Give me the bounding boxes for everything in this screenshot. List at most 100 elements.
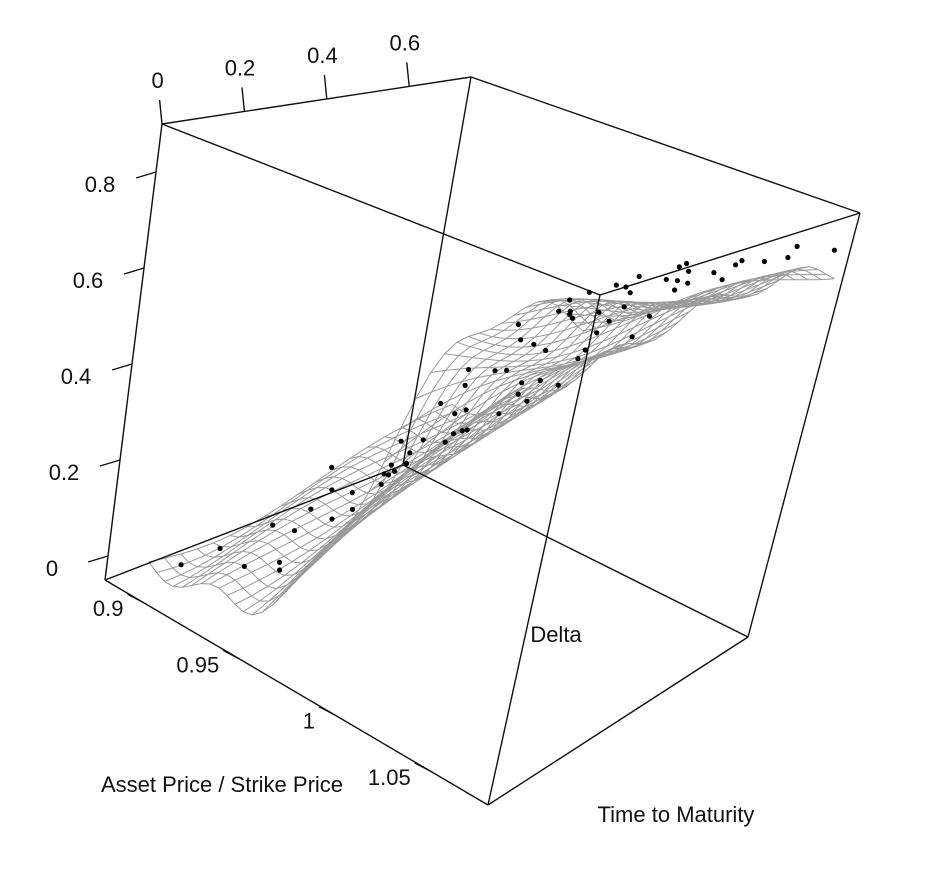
data-point — [556, 308, 562, 314]
data-point — [646, 313, 653, 319]
box-edge — [487, 636, 749, 806]
y-axis-title: Time to Maturity — [598, 802, 755, 827]
data-point — [217, 545, 223, 552]
box-edge — [487, 294, 601, 806]
box-edge — [747, 212, 861, 638]
data-point — [555, 382, 561, 388]
data-point — [623, 284, 629, 290]
z-axis-tick-mark — [87, 555, 109, 563]
data-point — [686, 268, 692, 274]
data-point — [381, 471, 387, 477]
surface-grid-line-x — [444, 295, 712, 362]
x-axis-tick-label: 0.95 — [176, 652, 219, 677]
y-axis-tick-label: 0.2 — [225, 55, 256, 80]
data-point — [674, 278, 681, 284]
box-edge — [402, 76, 472, 466]
surface-grid-line-x — [415, 310, 690, 399]
surface-grid-line-x — [226, 387, 533, 596]
data-point — [596, 309, 602, 315]
data-point — [492, 368, 498, 374]
surface-grid-line-x — [148, 404, 453, 563]
data-point — [329, 487, 335, 493]
surface-grid-line-x — [582, 278, 835, 332]
data-point — [462, 382, 468, 388]
data-points — [178, 243, 838, 573]
data-point — [711, 270, 717, 276]
axis-titles: Asset Price / Strike Price Time to Matur… — [101, 622, 754, 827]
fitted-surface-mesh — [148, 266, 835, 616]
data-point — [621, 304, 627, 310]
data-point — [178, 562, 184, 568]
data-point — [685, 280, 691, 286]
x-axis-tick-label: 1.05 — [368, 765, 411, 790]
box-edge — [470, 76, 861, 214]
surface-grid-line-x — [430, 301, 701, 373]
z-axis-tick-label: 0 — [46, 556, 58, 581]
data-point — [785, 254, 791, 261]
data-point — [277, 567, 283, 573]
data-point — [594, 330, 600, 336]
z-axis-tick-label: 0.8 — [85, 172, 116, 197]
data-point — [794, 243, 800, 249]
data-point — [543, 347, 549, 353]
surface-grid-line-x — [329, 343, 629, 550]
data-point — [420, 437, 426, 443]
surface-grid-line-x — [573, 273, 827, 324]
data-point — [378, 481, 384, 487]
bounding-box — [104, 76, 861, 806]
data-point — [452, 411, 458, 417]
data-point — [291, 528, 298, 534]
data-point — [518, 337, 524, 343]
x-axis-tick-mark — [127, 593, 144, 604]
surface-grid-line-x — [251, 389, 558, 616]
data-point — [627, 290, 633, 296]
data-point — [349, 506, 356, 512]
surface-grid-line-x — [156, 409, 460, 574]
data-point — [582, 347, 588, 353]
data-point — [515, 391, 521, 397]
data-point — [403, 460, 410, 467]
data-point — [276, 559, 283, 565]
data-point — [537, 377, 543, 384]
data-point — [496, 411, 502, 417]
data-point — [465, 366, 472, 373]
data-point — [733, 262, 739, 268]
data-point — [464, 427, 470, 433]
data-point — [388, 462, 394, 468]
box-edge — [104, 464, 404, 581]
z-axis-tick-mark — [123, 267, 145, 275]
data-point — [531, 341, 537, 347]
x-axis-tick-mark — [414, 762, 431, 772]
data-point — [684, 260, 690, 267]
data-point — [676, 264, 682, 270]
box-edge — [104, 123, 163, 581]
data-point — [438, 400, 444, 406]
data-point — [442, 439, 448, 445]
data-point — [567, 297, 573, 303]
z-axis-tick-mark — [99, 459, 121, 467]
data-point — [519, 380, 525, 386]
data-point — [241, 563, 247, 570]
surface-grid-line-x — [399, 321, 679, 431]
data-point — [567, 308, 573, 314]
data-point — [308, 506, 314, 512]
data-point — [329, 464, 335, 470]
data-point — [569, 315, 576, 321]
data-point — [761, 258, 768, 265]
data-point — [739, 258, 745, 264]
y-axis-tick-label: 0.6 — [390, 30, 421, 55]
data-point — [719, 277, 725, 283]
surface-grid-line-x — [513, 287, 768, 316]
surface-grid-line-x — [383, 331, 668, 463]
z-axis-tick-label: 0.2 — [49, 460, 80, 485]
z-axis-tick-label: 0.4 — [61, 364, 92, 389]
y-axis-tick-label: 0 — [151, 68, 163, 93]
data-point — [629, 334, 635, 340]
surface-grid-line-x — [565, 269, 819, 317]
data-point — [407, 450, 413, 456]
data-point — [575, 356, 581, 362]
data-point — [463, 407, 469, 413]
y-axis-tick-mark — [323, 74, 328, 100]
